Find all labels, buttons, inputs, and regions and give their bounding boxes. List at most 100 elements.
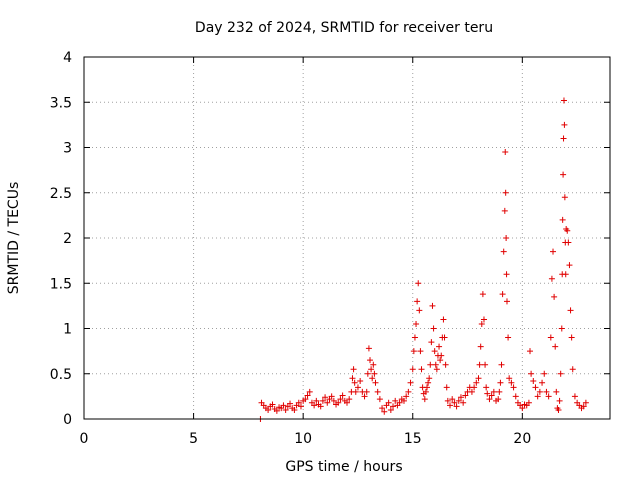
data-point <box>385 399 392 406</box>
data-point <box>496 388 503 395</box>
data-point <box>322 394 329 401</box>
x-tick-label: 0 <box>80 431 89 447</box>
data-point <box>306 388 313 395</box>
data-point <box>442 361 449 368</box>
data-point <box>410 348 417 355</box>
data-point <box>490 388 497 395</box>
data-point <box>561 194 568 201</box>
data-point <box>291 406 298 413</box>
data-point <box>350 366 357 373</box>
y-tick-label: 0 <box>63 412 72 428</box>
data-point <box>431 348 438 355</box>
data-point <box>273 407 280 414</box>
data-point <box>363 388 370 395</box>
data-point <box>297 403 304 410</box>
data-point <box>476 361 483 368</box>
data-point <box>421 396 428 403</box>
x-tick-label: 15 <box>404 431 422 447</box>
data-point <box>460 399 467 406</box>
data-point <box>436 343 443 350</box>
data-point <box>500 248 507 255</box>
y-tick-label: 3.5 <box>50 95 72 111</box>
data-point <box>413 320 420 327</box>
data-point <box>451 399 458 406</box>
data-point <box>462 392 469 399</box>
data-point <box>536 388 543 395</box>
data-point <box>508 379 515 386</box>
data-point <box>510 384 517 391</box>
data-point <box>344 399 350 406</box>
data-point <box>541 370 548 377</box>
data-point <box>269 401 276 408</box>
data-point <box>565 239 572 246</box>
y-axis-title: SRMTID / TECUs <box>6 182 22 295</box>
data-point <box>280 402 287 409</box>
data-point <box>361 393 368 400</box>
data-point <box>560 171 567 178</box>
data-point <box>433 366 440 373</box>
data-point <box>364 370 371 377</box>
data-point <box>457 394 464 401</box>
data-point <box>328 393 335 400</box>
data-point <box>553 388 560 395</box>
data-point <box>534 393 541 400</box>
x-tick-label: 10 <box>294 431 312 447</box>
y-tick-label: 1 <box>63 322 72 338</box>
data-point <box>480 316 487 323</box>
data-point <box>552 343 559 350</box>
data-point <box>429 302 436 309</box>
data-point <box>525 399 532 406</box>
data-point <box>302 396 309 403</box>
data-point <box>502 149 509 156</box>
grid-lines <box>84 57 610 419</box>
data-point <box>543 388 550 395</box>
data-point <box>349 375 356 382</box>
data-point <box>506 375 513 382</box>
data-point <box>295 399 302 406</box>
y-tick-label: 3 <box>63 141 72 157</box>
data-point <box>365 345 372 352</box>
data-point <box>339 392 346 399</box>
x-axis-title: GPS time / hours <box>285 459 402 475</box>
data-point <box>437 357 444 364</box>
data-point <box>479 291 486 298</box>
plot-frame <box>83 56 611 420</box>
data-point <box>551 293 558 300</box>
data-point <box>498 361 505 368</box>
data-point <box>422 388 429 395</box>
data-point <box>447 402 454 409</box>
data-point <box>532 384 539 391</box>
data-point <box>444 397 451 404</box>
y-tick-label: 4 <box>63 50 72 66</box>
data-point <box>430 325 437 332</box>
data-point <box>503 235 510 241</box>
data-point <box>499 291 506 298</box>
data-point <box>351 379 358 386</box>
data-point <box>539 379 546 386</box>
data-point <box>438 352 445 359</box>
data-point <box>427 361 434 368</box>
data-point <box>486 396 493 403</box>
data-point <box>562 271 569 278</box>
data-point <box>440 316 447 323</box>
data-point <box>376 396 383 403</box>
y-tick-label: 2 <box>63 231 72 247</box>
data-point <box>313 397 320 404</box>
data-point <box>560 97 567 104</box>
data-point <box>558 325 565 332</box>
data-point <box>495 396 502 403</box>
data-point <box>484 390 491 397</box>
data-point <box>488 392 495 399</box>
data-point <box>530 377 537 384</box>
data-point <box>571 393 578 400</box>
x-tick-label: 20 <box>513 431 531 447</box>
data-point <box>379 405 386 412</box>
data-point <box>407 379 414 386</box>
data-point <box>400 397 407 404</box>
data-point <box>559 216 566 223</box>
data-point <box>568 334 575 341</box>
data-point <box>346 396 353 403</box>
data-point <box>396 399 403 406</box>
data-point <box>282 406 289 413</box>
